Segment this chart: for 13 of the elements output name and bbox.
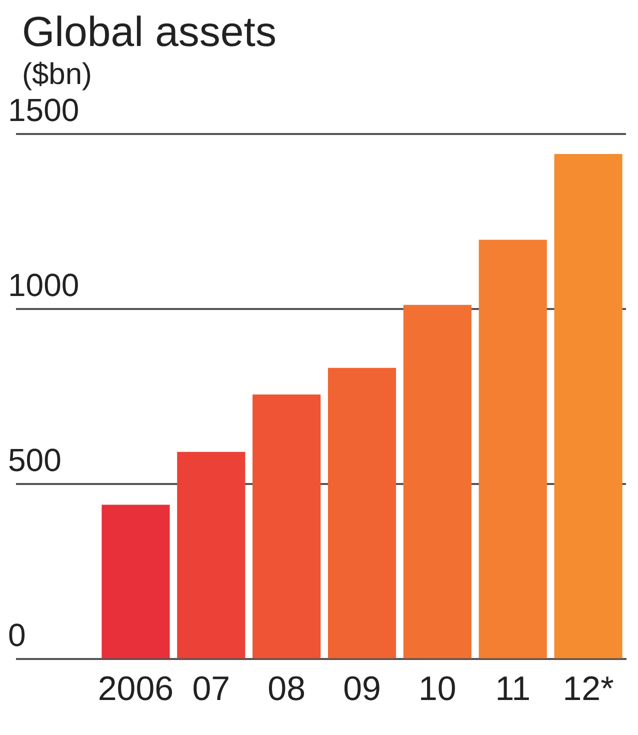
- x-tick-label: 12*: [562, 670, 614, 708]
- x-tick-label: 07: [192, 670, 230, 708]
- x-tick-label: 09: [343, 670, 381, 708]
- y-tick-label: 0: [8, 617, 26, 654]
- y-tick-label: 500: [8, 442, 62, 478]
- x-tick-label: 11: [495, 670, 531, 708]
- x-tick-label: 10: [418, 670, 456, 708]
- chart-subtitle: ($bn): [22, 58, 92, 91]
- chart-title: Global assets: [22, 8, 278, 56]
- y-tick-label: 1500: [8, 92, 80, 128]
- x-tick-label: 08: [268, 670, 306, 708]
- x-tick-label: 2006: [98, 670, 174, 708]
- y-tick-label: 1000: [8, 266, 80, 303]
